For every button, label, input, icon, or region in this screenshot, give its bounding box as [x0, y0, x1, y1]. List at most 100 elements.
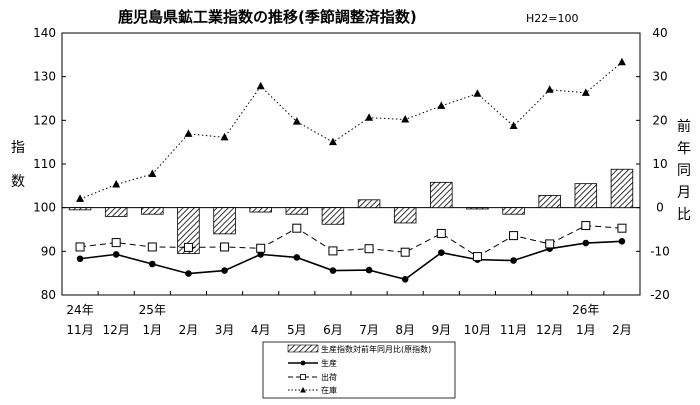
point-inventory — [76, 194, 85, 202]
yoy-bar — [357, 199, 381, 209]
point-production — [149, 260, 156, 268]
right-tick-label: -10 — [650, 244, 670, 258]
yoy-bar — [610, 168, 634, 209]
yoy-bar — [285, 207, 309, 215]
point-shipments — [581, 221, 591, 231]
point-production — [76, 255, 84, 263]
left-tick-label: 140 — [33, 26, 56, 40]
right-axis-char: 前 — [677, 118, 691, 135]
right-tick-label: 30 — [652, 70, 667, 84]
legend-swatch-bars — [287, 344, 319, 353]
yoy-bar — [321, 207, 345, 225]
legend: 生産指数対前年同月比(原指数) 生産 出荷 在庫 — [262, 341, 456, 399]
month-label: 6月 — [323, 323, 343, 337]
point-inventory — [581, 88, 590, 96]
axis-ticks: 80 90 100 110 120 130 140 -20 -10 0 10 20 30 40 — [33, 26, 670, 302]
year-label: 25年 — [139, 303, 166, 317]
point-shipments — [111, 238, 121, 248]
left-axis-char: 数 — [11, 174, 25, 190]
month-label: 8月 — [395, 323, 415, 337]
point-inventory — [437, 101, 446, 109]
right-tick-label: -20 — [650, 288, 670, 302]
left-tick-label: 90 — [41, 244, 56, 258]
point-shipments — [364, 244, 374, 254]
series-line-0 — [79, 240, 622, 281]
legend-label-production: 生産 — [321, 358, 337, 368]
left-tick-label: 110 — [33, 157, 56, 171]
right-axis-char: 年 — [677, 141, 691, 157]
left-tick-label: 100 — [33, 201, 56, 215]
month-label: 2月 — [179, 323, 199, 337]
right-axis-char: 比 — [677, 207, 691, 223]
point-shipments — [328, 246, 338, 256]
point-production — [401, 275, 409, 283]
yoy-bar — [430, 181, 453, 209]
plot-area — [61, 32, 641, 296]
chart-title: 鹿児島県鉱工業指数の推移(季節調整済指数) — [118, 8, 417, 26]
month-label: 12月 — [103, 323, 130, 337]
point-inventory — [545, 85, 554, 93]
month-label: 11月 — [66, 323, 93, 337]
month-label: 7月 — [359, 323, 379, 337]
point-inventory — [328, 137, 337, 146]
bar-series — [68, 168, 634, 254]
point-shipments — [75, 242, 85, 252]
point-inventory — [184, 129, 193, 137]
left-tick-label: 130 — [33, 70, 56, 84]
plot-border — [61, 32, 641, 296]
point-inventory — [401, 114, 410, 123]
yoy-bar — [104, 207, 128, 217]
month-label: 3月 — [215, 323, 235, 337]
month-label: 11月 — [500, 323, 527, 337]
yoy-bar — [249, 207, 272, 213]
right-tick-label: 10 — [652, 157, 667, 171]
base-note: H22=100 — [526, 12, 578, 25]
month-label: 5月 — [287, 323, 307, 337]
line-series — [75, 57, 627, 283]
point-shipments — [292, 223, 302, 233]
point-shipments — [220, 242, 230, 252]
series-line-2 — [79, 61, 623, 200]
left-tick-label: 80 — [41, 288, 56, 302]
point-shipments — [147, 242, 157, 252]
point-production — [329, 267, 337, 274]
point-shipments — [400, 247, 410, 257]
point-inventory — [148, 169, 157, 178]
point-inventory — [256, 81, 265, 90]
point-inventory — [220, 132, 229, 141]
point-shipments — [617, 223, 627, 233]
yoy-bar — [141, 207, 164, 215]
right-tick-label: 40 — [652, 26, 667, 40]
year-label: 26年 — [572, 303, 599, 317]
left-tick-label: 120 — [33, 113, 56, 127]
point-inventory — [112, 180, 121, 188]
right-tick-label: 0 — [656, 201, 664, 215]
yoy-bar — [68, 207, 92, 211]
point-production — [618, 237, 626, 245]
month-label: 1月 — [142, 323, 162, 337]
series-line-1 — [79, 225, 622, 258]
point-shipments — [183, 242, 193, 252]
yoy-bar — [574, 183, 598, 209]
point-production — [293, 254, 301, 261]
y-axis-label-right: 前年同月比 — [677, 118, 691, 223]
point-inventory — [292, 117, 301, 125]
right-tick-label: 20 — [652, 113, 667, 127]
point-production — [438, 249, 445, 256]
point-production — [112, 251, 120, 258]
point-inventory — [509, 121, 518, 130]
yoy-bar — [213, 207, 236, 235]
legend-label-inventory: 在庫 — [321, 385, 337, 395]
right-axis-char: 同 — [677, 163, 691, 179]
point-shipments — [472, 252, 482, 262]
legend-label-shipments: 出荷 — [321, 372, 337, 382]
month-label: 9月 — [431, 323, 451, 337]
point-production — [510, 257, 517, 264]
point-inventory — [617, 57, 626, 66]
yoy-bar — [177, 207, 200, 254]
month-label: 10月 — [464, 323, 491, 337]
point-inventory — [473, 89, 482, 97]
month-label: 1月 — [576, 323, 596, 337]
yoy-bar — [538, 195, 561, 209]
